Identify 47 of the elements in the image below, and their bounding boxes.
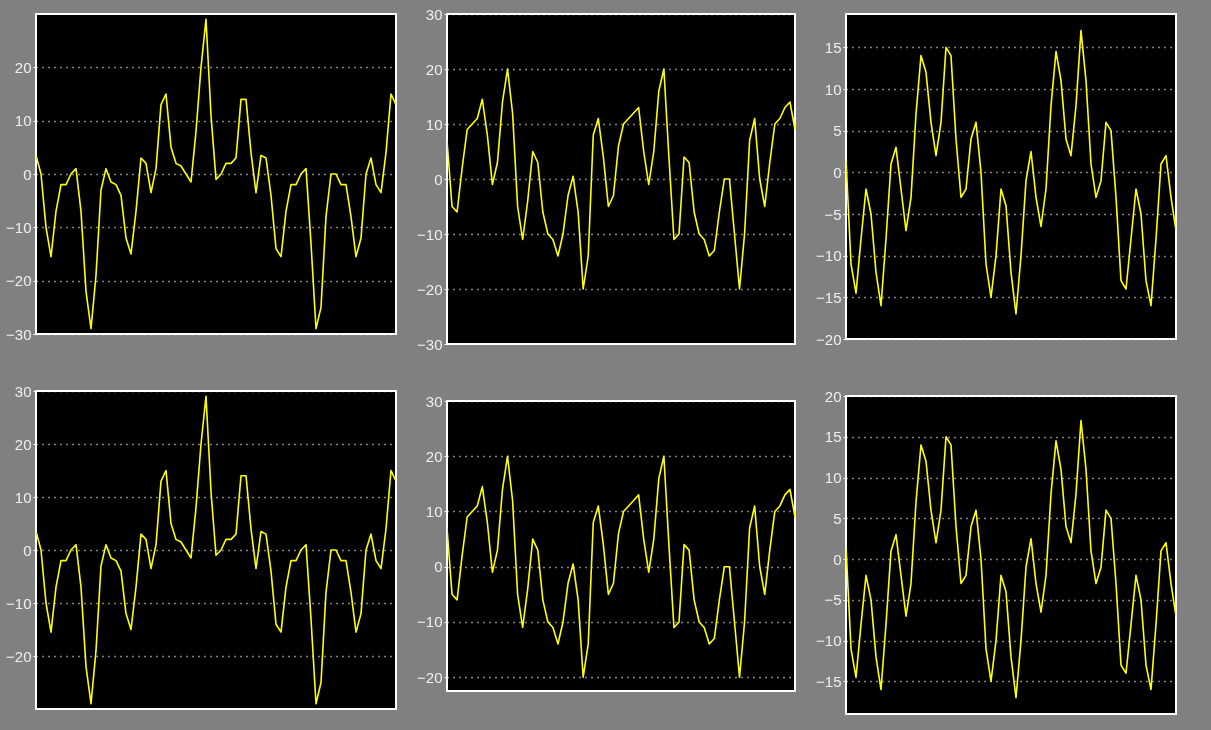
y-tick-label: 20 (14, 58, 32, 76)
y-tick-label: −5 (824, 591, 842, 609)
y-tick-label: −10 (417, 613, 443, 631)
y-tick-label: −30 (6, 325, 32, 343)
y-tick-label: 0 (23, 541, 32, 559)
y-tick-label: −15 (816, 672, 842, 690)
y-tick-label: −20 (417, 668, 443, 686)
y-tick-label: 10 (425, 115, 443, 133)
y-tick-label: 30 (14, 382, 32, 400)
y-tick-label: 10 (14, 112, 32, 130)
y-tick-label: −10 (417, 225, 443, 243)
y-tick-label: 10 (824, 469, 842, 487)
y-tick-label: 20 (824, 387, 842, 405)
y-tick-label: −10 (816, 247, 842, 265)
y-tick-label: 0 (434, 558, 443, 576)
y-tick-label: 0 (833, 550, 842, 568)
y-tick-label: 10 (425, 502, 443, 520)
y-tick-label: 20 (425, 447, 443, 465)
y-tick-label: 15 (824, 38, 842, 56)
y-tick-label: −5 (824, 205, 842, 223)
y-tick-label: −10 (6, 218, 32, 236)
y-tick-label: 30 (425, 392, 443, 410)
y-tick-label: 0 (833, 163, 842, 181)
y-tick-label: −10 (6, 594, 32, 612)
y-tick-label: 10 (824, 80, 842, 98)
y-tick-label: 15 (824, 428, 842, 446)
line-series (846, 29, 1176, 315)
line-series (36, 395, 396, 705)
y-tick-label: −15 (816, 288, 842, 306)
line-series (36, 18, 396, 330)
y-tick-label: 0 (23, 165, 32, 183)
y-tick-label: 5 (833, 122, 842, 140)
y-tick-label: 0 (434, 170, 443, 188)
y-tick-label: 30 (425, 5, 443, 23)
line-series (447, 455, 795, 678)
y-tick-label: −20 (417, 280, 443, 298)
y-tick-label: −10 (816, 632, 842, 650)
line-series (846, 419, 1176, 699)
y-tick-label: 5 (833, 509, 842, 527)
y-tick-label: −30 (417, 335, 443, 353)
y-tick-label: −20 (6, 647, 32, 665)
y-tick-label: 20 (14, 435, 32, 453)
y-tick-label: 10 (14, 488, 32, 506)
line-series (447, 68, 795, 290)
y-tick-label: −20 (816, 330, 842, 348)
y-tick-label: −20 (6, 272, 32, 290)
y-tick-label: 20 (425, 60, 443, 78)
